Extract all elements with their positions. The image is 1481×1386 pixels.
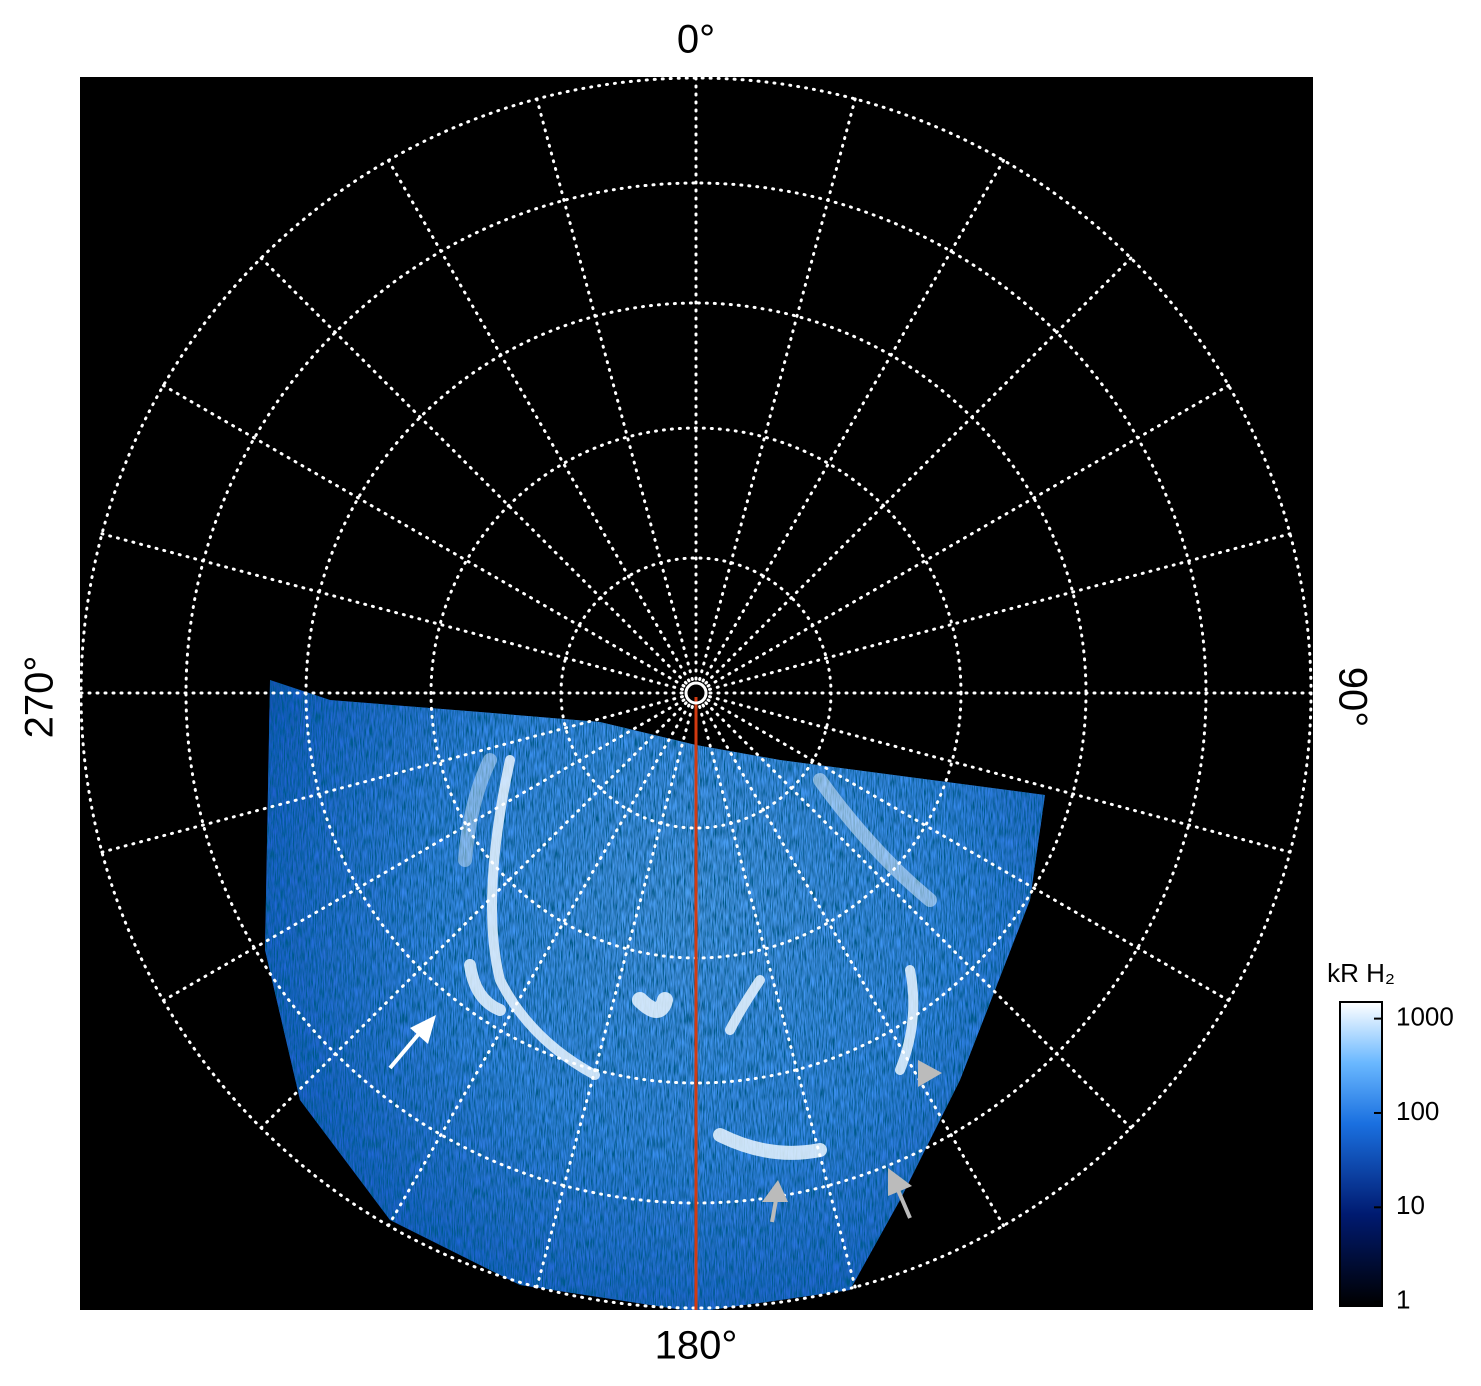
meridian — [95, 695, 684, 855]
arrow-shaft — [896, 1189, 912, 1219]
meridian — [704, 701, 1136, 1133]
meridian — [95, 531, 684, 691]
label-left: 270° — [18, 656, 62, 739]
meridian — [384, 154, 691, 683]
auroral-arcs — [458, 753, 937, 1160]
pole-marker — [684, 681, 708, 705]
meridian — [704, 253, 1136, 685]
meridian — [698, 705, 858, 1294]
meridian — [708, 695, 1297, 855]
meridian — [706, 698, 1235, 1005]
meridian — [706, 381, 1235, 688]
aurora-emission — [265, 680, 1045, 1310]
meridian — [534, 705, 694, 1294]
meridian — [534, 92, 694, 681]
meridian — [256, 701, 688, 1133]
arrow-head — [762, 1180, 788, 1202]
meridian — [157, 698, 686, 1005]
label-top: 0° — [677, 18, 715, 62]
colorbar-tick-label: 1 — [1396, 1285, 1410, 1315]
arrow-shaft — [770, 1199, 778, 1223]
arrow-head — [888, 1168, 912, 1196]
label-bottom: 180° — [655, 1324, 738, 1368]
arrows — [388, 1015, 942, 1223]
colorbar-ticks: 1 10 100 1000 — [1374, 1001, 1454, 1315]
meridian — [698, 92, 858, 681]
meridian — [256, 253, 688, 685]
colorbar-tick-label: 1000 — [1396, 1001, 1454, 1031]
arrow-head — [410, 1015, 436, 1044]
arrow-head — [918, 1060, 942, 1087]
label-right: 90° — [1330, 667, 1374, 728]
meridian — [384, 703, 691, 1232]
colorbar-tick-label: 10 — [1396, 1190, 1425, 1220]
meridian — [701, 703, 1008, 1232]
meridian — [708, 531, 1297, 691]
meridian — [157, 381, 686, 688]
colorbar-tick-label: 100 — [1396, 1096, 1439, 1126]
colorbar-title: kR H₂ — [1327, 958, 1395, 988]
meridian — [701, 154, 1008, 683]
colorbar — [1339, 1001, 1383, 1307]
arrow-shaft — [388, 1028, 424, 1070]
polar-grid — [80, 77, 1313, 1310]
aurora-image — [80, 77, 1313, 1310]
